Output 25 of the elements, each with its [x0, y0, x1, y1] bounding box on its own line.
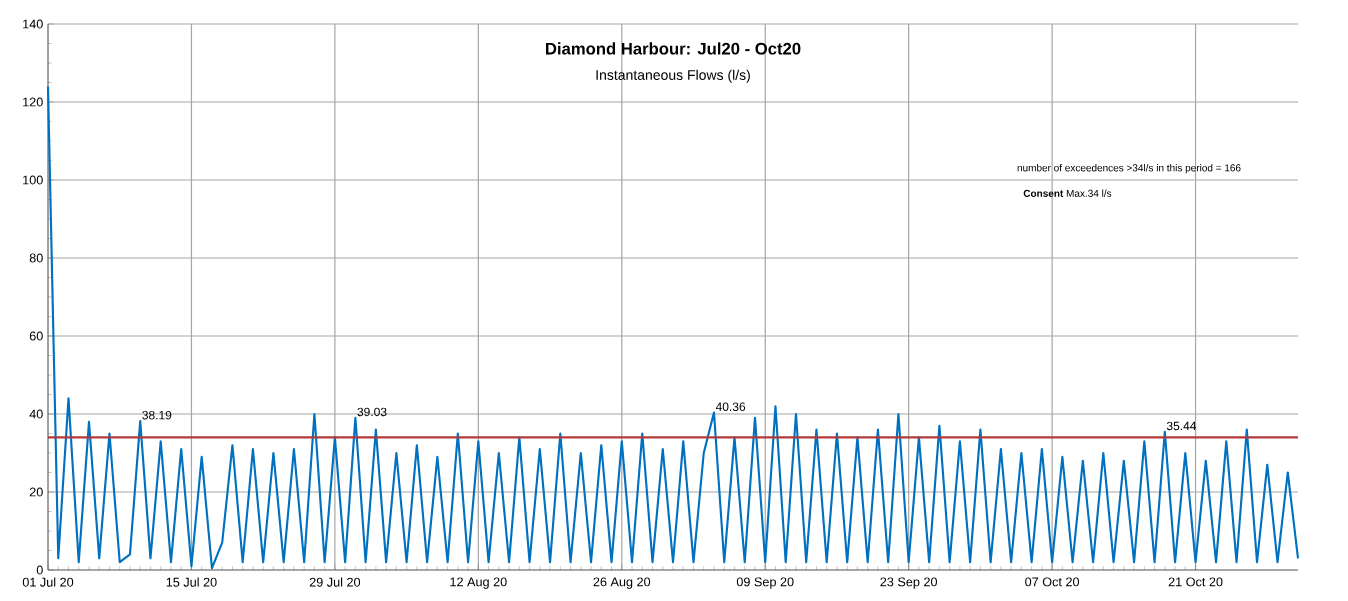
y-tick-label: 0	[36, 565, 43, 575]
annotation: 39.03	[357, 407, 387, 417]
y-tick-label: 140	[23, 19, 43, 29]
text: Instantaneous Flows (l/s)	[596, 69, 750, 83]
annotation: 38.19	[142, 410, 172, 420]
x-tick-label: 21 Oct 20	[1168, 577, 1223, 587]
y-tick-label: 120	[23, 97, 43, 107]
y-tick-label: 100	[23, 175, 43, 185]
x-tick-label: 12 Aug 20	[450, 577, 507, 589]
annotation: 40.36	[715, 402, 746, 411]
x-tick-label: 09 Sep 20	[736, 577, 794, 589]
annotation: number of exceedences >34l/s in this period = 166	[1017, 164, 1241, 174]
annotation: Consent Max.34 l/s	[1023, 189, 1112, 197]
y-tick-label: 80	[29, 253, 43, 263]
x-tick-label: 15 Jul 20	[166, 577, 217, 587]
annotation: 35.44	[1166, 421, 1197, 431]
x-tick-label: 01 Jul 20	[22, 577, 74, 587]
text: Diamond Harbour: Jul20 - Oct20	[546, 42, 801, 55]
x-tick-label: 26 Aug 20	[593, 577, 651, 589]
y-tick-label: 40	[29, 409, 43, 419]
x-tick-label: 29 Jul 20	[309, 577, 361, 587]
y-tick-label: 60	[29, 331, 43, 341]
x-tick-label: 07 Oct 20	[1025, 577, 1080, 587]
y-tick-label: 20	[29, 487, 43, 497]
x-tick-label: 23 Sep 20	[880, 577, 938, 589]
